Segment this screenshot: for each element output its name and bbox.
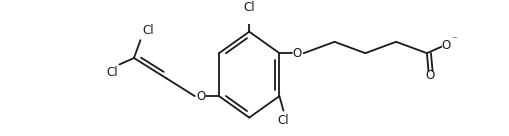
Text: Cl: Cl	[142, 24, 154, 37]
Text: O: O	[441, 39, 450, 52]
Text: O: O	[196, 90, 206, 103]
Text: Cl: Cl	[243, 1, 255, 14]
Text: O: O	[426, 69, 435, 82]
Text: ⁻: ⁻	[451, 35, 457, 45]
Text: Cl: Cl	[106, 66, 118, 79]
Text: O: O	[293, 47, 302, 60]
Text: Cl: Cl	[277, 114, 289, 127]
